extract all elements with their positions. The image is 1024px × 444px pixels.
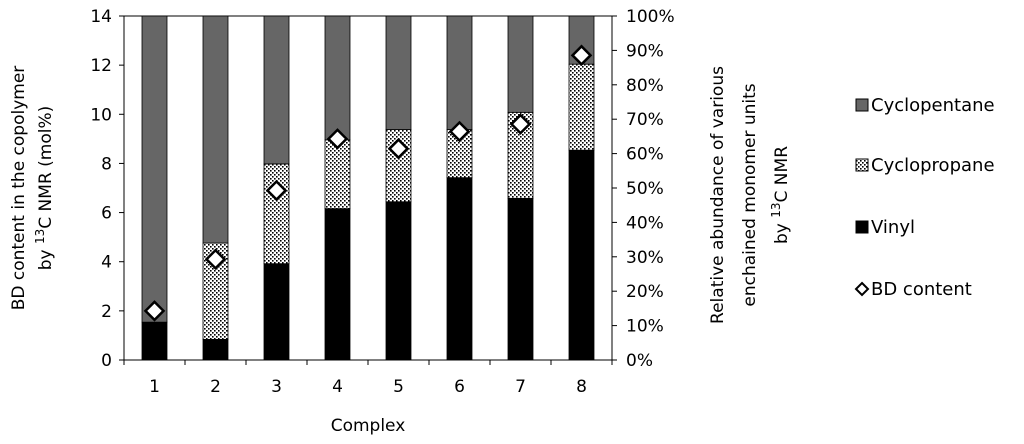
bd-content-markers	[143, 44, 593, 322]
legend-label-cyclopropane: Cyclopropane	[871, 155, 995, 176]
left-axis-title-line2: by 13C NMR (mol%)	[33, 106, 56, 271]
bar-cyclopentane-3	[263, 15, 290, 165]
right-tick-label: 10%	[626, 317, 664, 337]
x-tick-label: 8	[576, 377, 587, 397]
bar-vinyl-1	[141, 321, 168, 361]
legend-label-vinyl: Vinyl	[871, 217, 915, 238]
right-axis-title-line3: by 13C NMR	[769, 146, 792, 244]
right-tick-label: 60%	[626, 145, 664, 165]
bar-cyclopropane-8	[568, 63, 595, 151]
left-tick-label: 10	[90, 105, 112, 125]
bar-vinyl-5	[385, 201, 412, 361]
x-tick-label: 5	[393, 377, 404, 397]
right-tick-label: 70%	[626, 110, 664, 130]
x-tick-label: 6	[454, 377, 465, 397]
legend-swatch-bd-content	[854, 281, 870, 297]
bar-vinyl-4	[324, 208, 351, 361]
x-tick-label: 2	[210, 377, 221, 397]
left-axis: 0 2 4 6 8 10 12 14	[90, 7, 124, 371]
left-tick-label: 12	[90, 56, 112, 76]
left-tick-label: 8	[101, 154, 112, 174]
left-tick-label: 4	[101, 253, 112, 273]
bar-vinyl-6	[446, 177, 473, 361]
right-tick-label: 40%	[626, 213, 664, 233]
left-tick-label: 6	[101, 204, 112, 224]
legend-swatch-vinyl	[855, 220, 869, 234]
bar-cyclopentane-1	[141, 15, 168, 323]
right-tick-label: 30%	[626, 248, 664, 268]
right-tick-label: 80%	[626, 76, 664, 96]
bar-vinyl-7	[507, 197, 534, 361]
legend-swatch-cyclopropane	[855, 158, 869, 172]
right-tick-label: 50%	[626, 179, 664, 199]
bars	[141, 15, 595, 361]
plot-area	[123, 15, 613, 361]
x-axis: 1 2 3 4 5 6 7 8	[123, 360, 613, 397]
bar-cyclopentane-6	[446, 15, 473, 130]
left-axis-title: BD content in the copolymer	[9, 66, 29, 311]
bar-cyclopropane-4	[324, 139, 351, 210]
bd-content-marker-4	[326, 128, 349, 150]
legend: Cyclopentane Cyclopropane Vinyl BD content	[854, 95, 995, 300]
bd-content-marker-7	[509, 113, 532, 135]
right-tick-label: 90%	[626, 41, 664, 61]
bar-cyclopentane-5	[385, 15, 412, 130]
bar-vinyl-8	[568, 149, 595, 361]
legend-swatch-cyclopentane	[855, 98, 869, 112]
bd-content-marker-5	[387, 137, 410, 160]
bd-content-marker-8	[570, 44, 593, 67]
left-tick-label: 0	[101, 351, 112, 371]
right-tick-label: 0%	[626, 351, 653, 371]
bd-content-marker-6	[448, 120, 471, 143]
left-tick-label: 2	[101, 302, 112, 322]
right-axis: 0% 10% 20% 30% 40% 50% 60% 70% 80% 90% 100%	[612, 7, 675, 371]
bd-content-marker-3	[265, 179, 288, 202]
left-tick-label: 14	[90, 7, 112, 27]
bar-cyclopropane-3	[263, 163, 290, 265]
x-tick-label: 7	[515, 377, 526, 397]
legend-label-bd-content: BD content	[871, 279, 972, 300]
bar-cyclopentane-2	[202, 15, 229, 244]
bar-cyclopentane-4	[324, 15, 351, 141]
left-axis-title-line1: BD content in the copolymer	[9, 66, 29, 311]
right-axis-title-line2: enchained monomer units	[740, 83, 760, 306]
x-tick-label: 3	[271, 377, 282, 397]
bar-vinyl-2	[202, 338, 229, 361]
legend-label-cyclopentane: Cyclopentane	[871, 95, 995, 116]
x-tick-label: 1	[149, 377, 160, 397]
right-tick-label: 100%	[626, 7, 675, 27]
right-axis-title-line1: Relative abundance of various	[708, 66, 728, 324]
bd-content-marker-1	[143, 300, 166, 322]
x-tick-label: 4	[332, 377, 343, 397]
right-tick-label: 20%	[626, 282, 664, 302]
bar-vinyl-3	[263, 263, 290, 361]
bar-cyclopentane-7	[507, 15, 534, 113]
x-axis-title: Complex	[331, 416, 406, 436]
bd-content-marker-2	[204, 248, 227, 271]
